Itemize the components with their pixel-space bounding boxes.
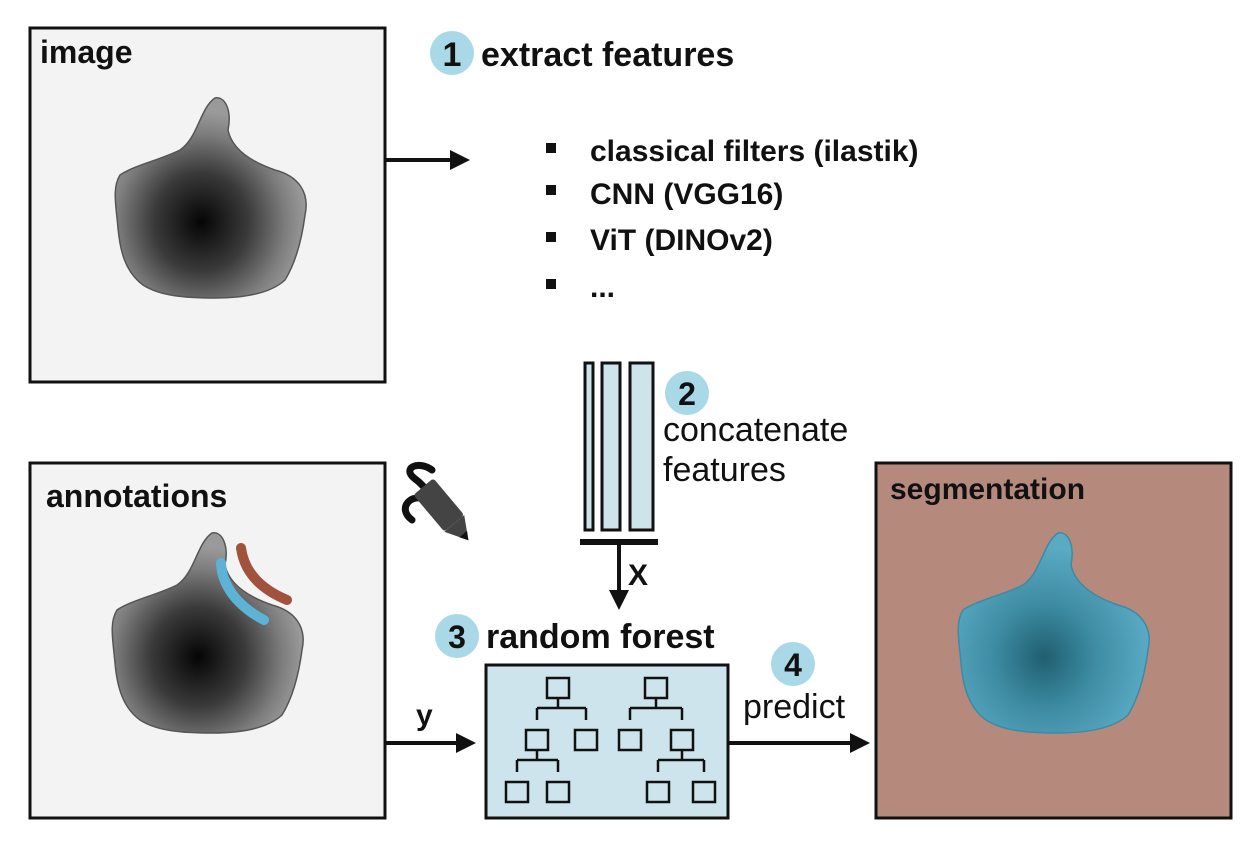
arrow-x-label: X — [628, 559, 648, 592]
step-4-number: 4 — [784, 647, 802, 683]
feature-list: classical filters (ilastik) CNN (VGG16) … — [546, 135, 919, 304]
image-panel: image — [28, 26, 387, 384]
feature-vector — [600, 361, 622, 532]
feature-item: ... — [590, 271, 615, 304]
step-2-badge — [665, 371, 709, 415]
step-4-badge — [771, 642, 815, 686]
random-forest-box — [484, 663, 730, 820]
step-1-label: extract features — [481, 36, 734, 74]
feature-vector — [628, 361, 655, 532]
annotations-panel-label: annotations — [46, 478, 227, 514]
step-3: 3 random forest — [435, 614, 715, 658]
annotation-stroke-background — [236, 543, 292, 605]
tree-icon — [617, 676, 717, 804]
step-1-number: 1 — [443, 36, 462, 74]
segmentation-cell-shape — [957, 532, 1150, 734]
step-2-number: 2 — [678, 376, 696, 412]
annotation-stroke-cell — [216, 558, 269, 625]
feature-item: classical filters (ilastik) — [590, 135, 919, 168]
step-1-badge — [430, 31, 474, 75]
step-3-label: random forest — [486, 618, 715, 656]
step-4: 4 predict — [743, 642, 846, 726]
step-4-label: predict — [743, 688, 846, 726]
step-1: 1 extract features — [430, 31, 734, 75]
annotations-cell-shape — [111, 532, 304, 734]
bullet-icon — [546, 185, 556, 195]
step-2-label-line1: concatenate — [663, 411, 848, 449]
cell-shape — [114, 97, 307, 299]
arrow-y-label: y — [416, 699, 433, 732]
step-3-number: 3 — [448, 619, 466, 655]
feature-item: CNN (VGG16) — [590, 178, 783, 211]
step-3-badge — [435, 614, 479, 658]
tree-icon — [504, 676, 599, 804]
annotations-panel: annotations — [28, 461, 387, 820]
feature-item: ViT (DINOv2) — [590, 224, 773, 257]
step-2-label-line2: features — [663, 451, 786, 489]
bullet-icon — [546, 232, 556, 242]
segmentation-panel: segmentation — [874, 461, 1233, 820]
bullet-icon — [546, 279, 556, 289]
squiggle-pencil-icon — [401, 462, 469, 541]
feature-vector — [583, 361, 595, 532]
step-2: 2 concatenate features — [663, 371, 848, 489]
bullet-icon — [546, 143, 556, 153]
segmentation-panel-label: segmentation — [890, 473, 1085, 506]
feature-vectors — [580, 361, 658, 545]
image-panel-label: image — [40, 34, 132, 70]
